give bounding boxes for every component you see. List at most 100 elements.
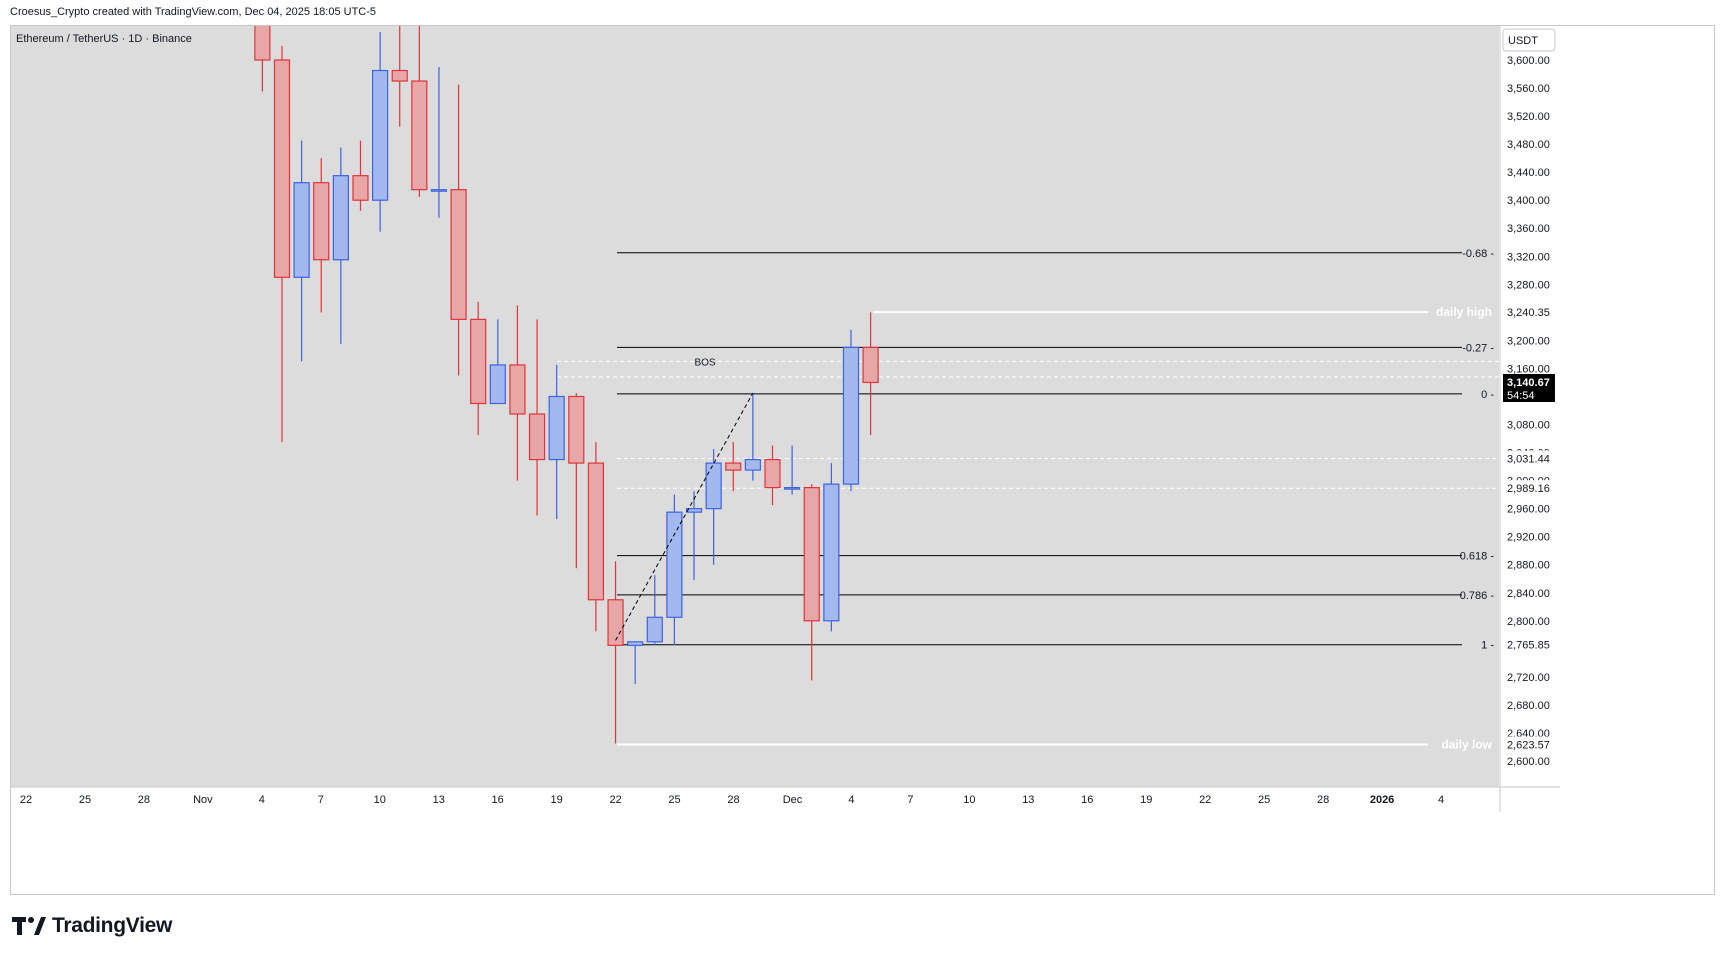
- candle-body[interactable]: [685, 508, 703, 513]
- price-tick-label: 3,400.00: [1507, 195, 1550, 207]
- time-tick-label: 16: [492, 794, 504, 806]
- fib-level-label: -0.68 -: [1462, 248, 1494, 260]
- candle-body[interactable]: [568, 395, 585, 464]
- price-marker-label: 2,989.16: [1507, 483, 1550, 495]
- price-marker: [1503, 480, 1555, 497]
- price-tick-label: 3,600.00: [1507, 55, 1550, 67]
- candle-body[interactable]: [842, 346, 860, 485]
- price-marker: [1503, 736, 1555, 753]
- candle-body[interactable]: [372, 69, 389, 201]
- candle-body[interactable]: [862, 346, 879, 384]
- time-tick-label: 25: [668, 794, 680, 806]
- current-price-box: [1503, 373, 1555, 402]
- tradingview-logo[interactable]: TradingView: [12, 914, 172, 938]
- price-tick-label: 3,480.00: [1507, 139, 1550, 151]
- candle-body[interactable]: [273, 59, 291, 278]
- price-tick-label: 3,200.00: [1507, 335, 1550, 347]
- candle-body[interactable]: [293, 182, 310, 278]
- time-tick-label: 16: [1081, 794, 1093, 806]
- candle-body[interactable]: [352, 175, 369, 201]
- price-marker: [1503, 450, 1555, 467]
- fib-level-label: 0.618 -: [1460, 551, 1495, 563]
- candle-body[interactable]: [607, 599, 624, 646]
- candle-body[interactable]: [548, 395, 565, 461]
- price-tick-label: 2,800.00: [1507, 616, 1550, 628]
- chart-attribution: Croesus_Crypto created with TradingView.…: [10, 6, 377, 18]
- candle-body[interactable]: [509, 364, 526, 415]
- time-tick-label: 22: [609, 794, 621, 806]
- price-tick-label: 3,320.00: [1507, 251, 1550, 263]
- price-tick-label: 2,600.00: [1507, 756, 1550, 768]
- bos-label: BOS: [694, 357, 715, 368]
- price-tick-label: 3,560.00: [1507, 83, 1550, 95]
- time-tick-label: 22: [20, 794, 32, 806]
- time-tick-label: 10: [374, 794, 386, 806]
- trend-line[interactable]: [615, 392, 754, 641]
- annotations: BOS: [615, 357, 754, 641]
- candle-body[interactable]: [411, 80, 428, 191]
- time-tick-label: Dec: [783, 794, 803, 806]
- candle-body[interactable]: [470, 318, 487, 405]
- time-tick-label: 2026: [1370, 794, 1394, 806]
- tradingview-logo-icon: [12, 917, 46, 935]
- candle-body[interactable]: [646, 616, 663, 643]
- price-tick-label: 3,080.00: [1507, 420, 1550, 432]
- price-axis-background: [1500, 26, 1560, 787]
- candle-body[interactable]: [587, 462, 605, 601]
- candle-body[interactable]: [450, 189, 467, 320]
- time-tick-label: 19: [551, 794, 563, 806]
- time-tick-label: 22: [1199, 794, 1211, 806]
- time-tick-label: 7: [318, 794, 324, 806]
- price-marker: [1503, 304, 1555, 321]
- candle-body[interactable]: [666, 511, 683, 618]
- time-tick-label: 4: [1438, 794, 1444, 806]
- candle-body[interactable]: [391, 69, 408, 82]
- price-tick-label: 3,360.00: [1507, 223, 1550, 235]
- time-tick-label: Nov: [193, 794, 213, 806]
- fib-level-label: -0.27 -: [1462, 342, 1494, 354]
- price-tick-label: 2,720.00: [1507, 672, 1550, 684]
- countdown-label: 54:54: [1507, 390, 1535, 402]
- price-marker-label: 2,623.57: [1507, 739, 1550, 751]
- candle-body[interactable]: [430, 189, 448, 192]
- price-marker-label: 3,031.44: [1507, 454, 1550, 466]
- candle-body[interactable]: [332, 175, 349, 261]
- time-tick-label: 4: [848, 794, 854, 806]
- time-tick-label: 19: [1140, 794, 1152, 806]
- candle-body[interactable]: [705, 462, 722, 510]
- chart-frame: [10, 25, 1715, 895]
- fib-level-label: 1 -: [1481, 640, 1494, 652]
- time-axis: 22 25 28 Nov 4 7 10 13 16 19 22 25 28 Dec 4 7 10 13 16 19 22…: [10, 25, 1560, 812]
- candle-body[interactable]: [823, 483, 840, 622]
- price-tick-label: 2,880.00: [1507, 560, 1550, 572]
- price-tick-label: 3,440.00: [1507, 167, 1550, 179]
- candle-body[interactable]: [489, 364, 506, 405]
- time-tick-label: 25: [79, 794, 91, 806]
- price-tick-label: 2,960.00: [1507, 504, 1550, 516]
- time-tick-label: 28: [727, 794, 739, 806]
- time-tick-label: 25: [1258, 794, 1270, 806]
- candle-body[interactable]: [627, 641, 644, 646]
- time-tick-label: 28: [1317, 794, 1329, 806]
- time-tick-label: 7: [907, 794, 913, 806]
- candle-body[interactable]: [744, 458, 761, 471]
- candle-body[interactable]: [313, 182, 330, 261]
- price-tick-label: 2,680.00: [1507, 700, 1550, 712]
- price-tick-label: 3,520.00: [1507, 111, 1550, 123]
- time-tick-label: 10: [963, 794, 975, 806]
- currency-button[interactable]: [1502, 28, 1556, 52]
- time-tick-label: 13: [1022, 794, 1034, 806]
- candle-body[interactable]: [725, 462, 742, 471]
- fib-levels: -0.68 - -0.27 - 0 - 0.618 - 0.786 - 1 - daily …: [557, 248, 1499, 751]
- price-tick-label: 3,280.00: [1507, 279, 1550, 291]
- tradingview-logo-text: TradingView: [52, 914, 173, 937]
- candle-body[interactable]: [764, 458, 781, 489]
- candle-body[interactable]: [784, 487, 801, 490]
- candle-body[interactable]: [803, 487, 820, 622]
- candle-body[interactable]: [528, 413, 546, 461]
- candle-body[interactable]: [254, 0, 271, 61]
- price-tick-label: 3,160.00: [1507, 363, 1550, 375]
- price-marker-label: 2,765.85: [1507, 640, 1550, 652]
- price-tick-label: 2,920.00: [1507, 532, 1550, 544]
